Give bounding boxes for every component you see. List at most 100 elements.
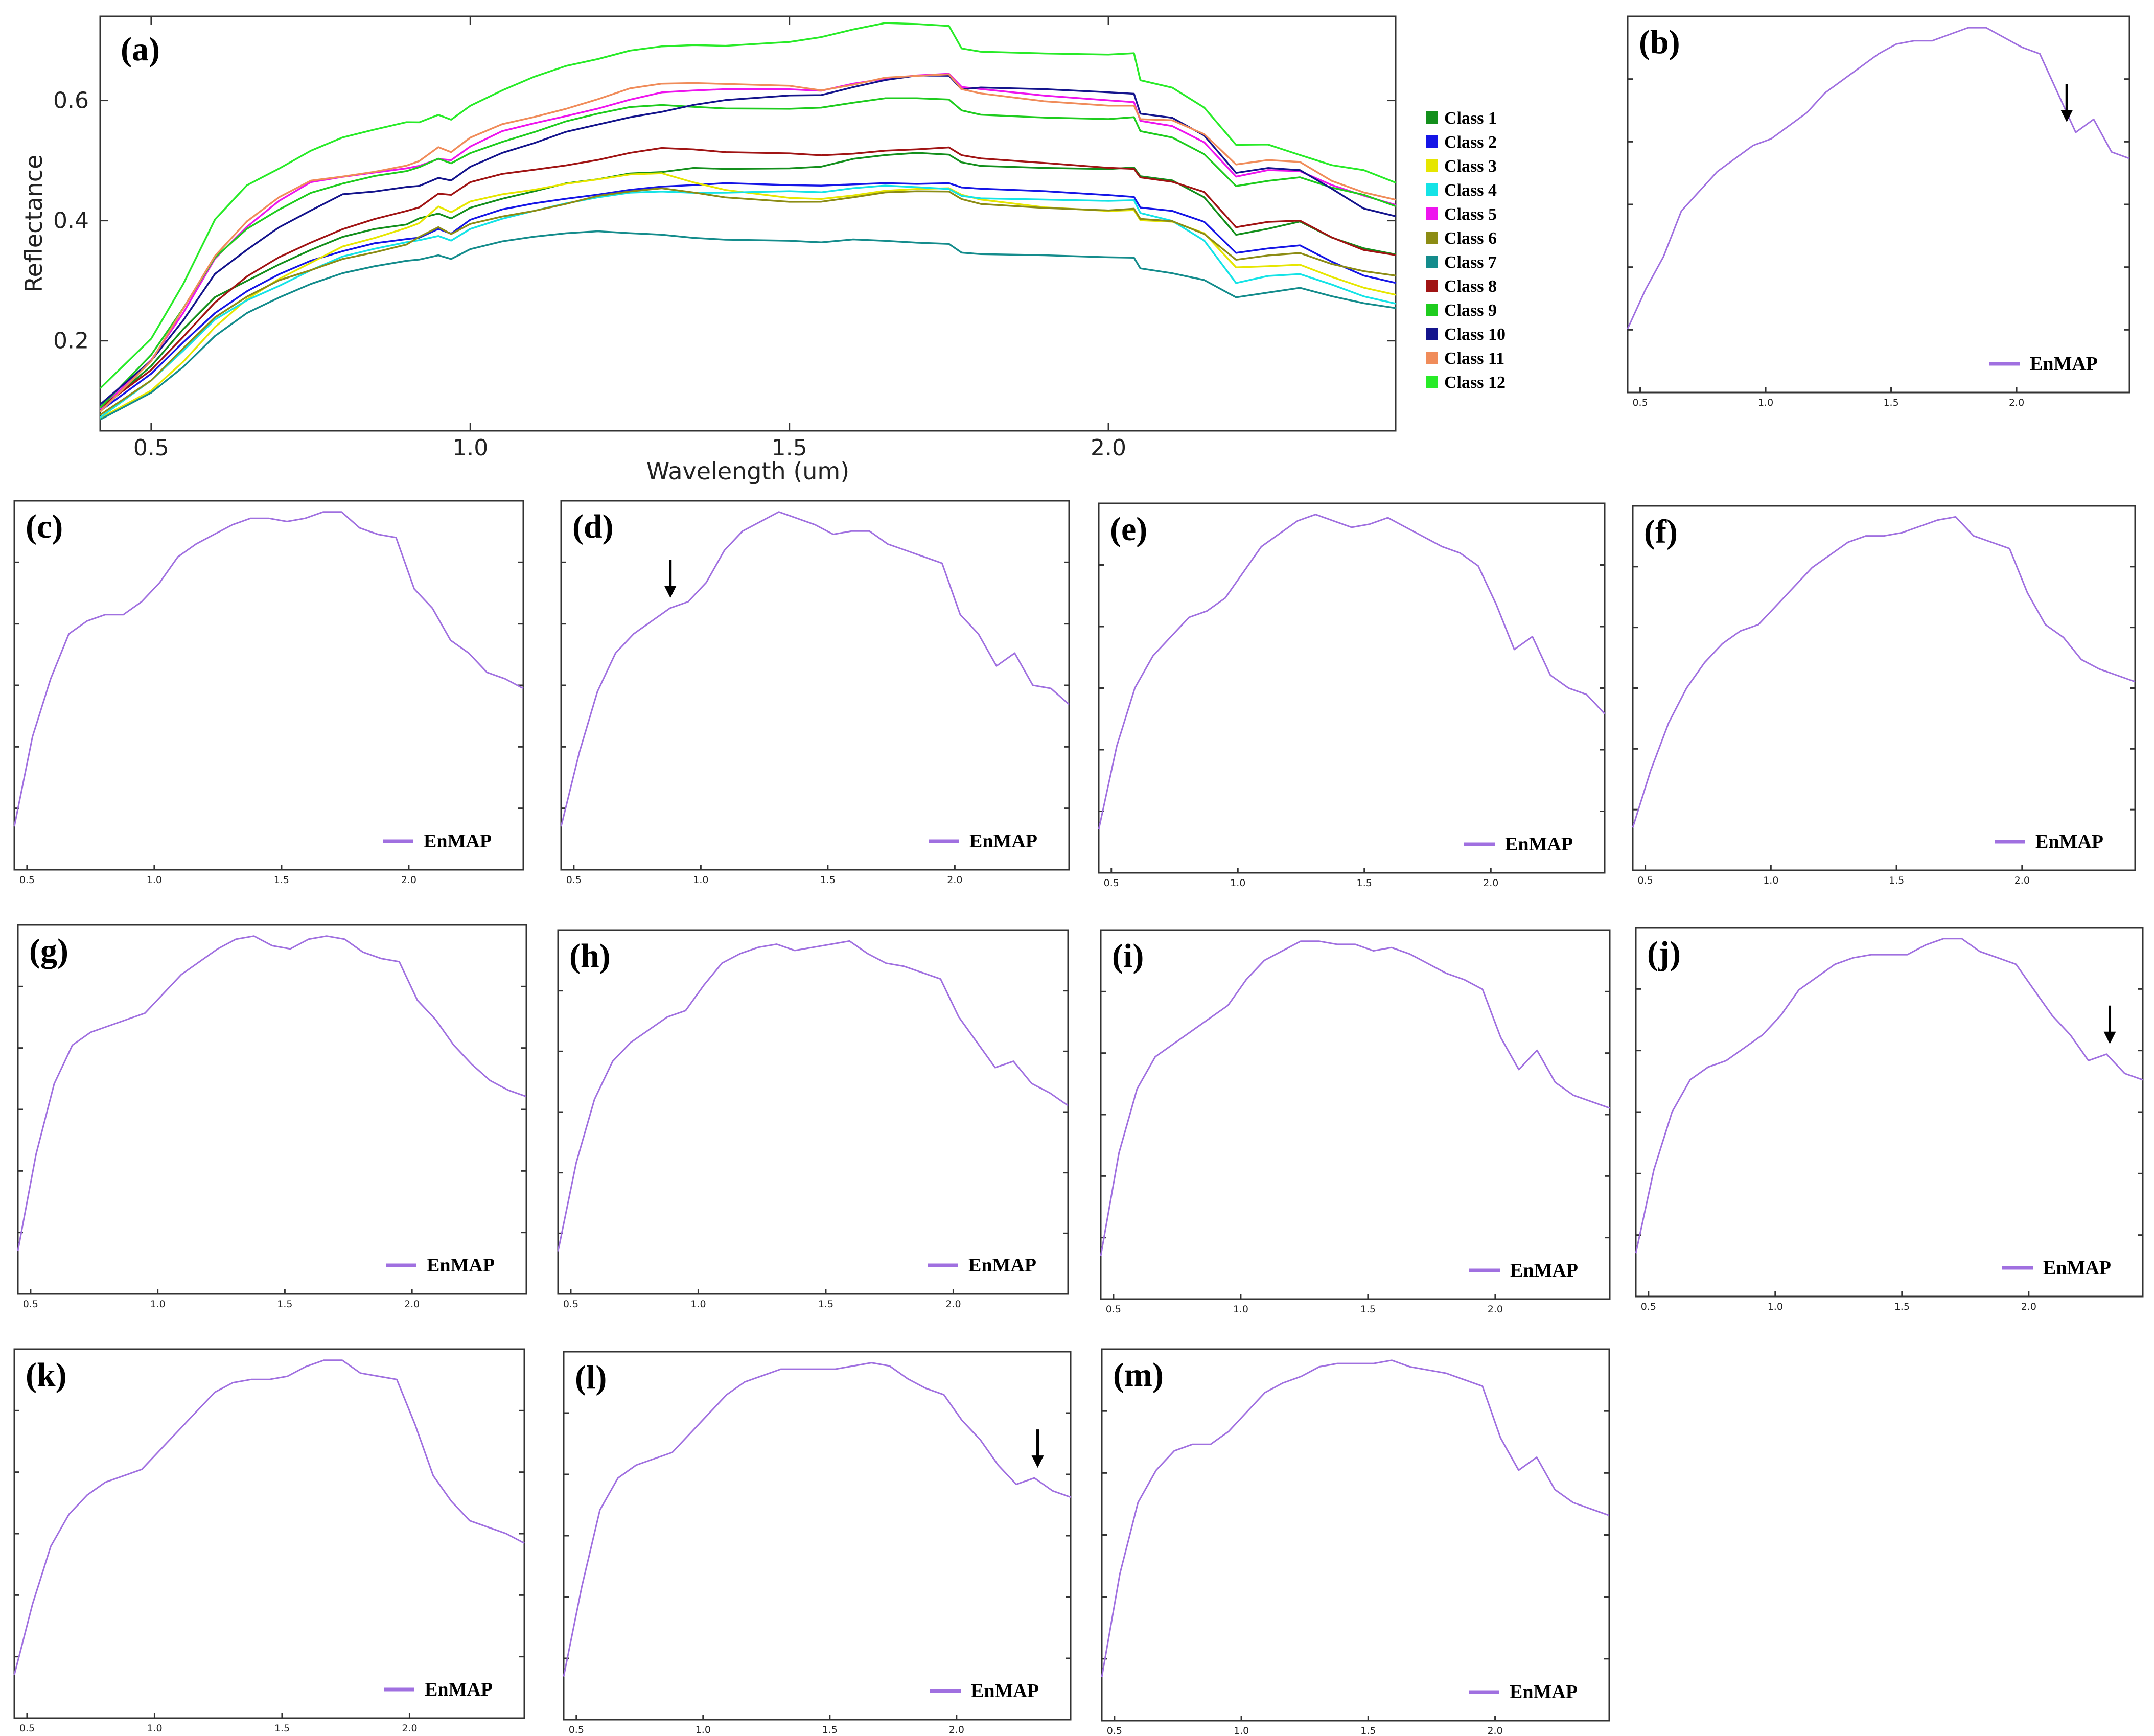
enmap-spectrum-line bbox=[13, 511, 524, 827]
panel-d: 0.5 1.0 1.5 2.0 (d) EnMAP bbox=[560, 500, 1070, 886]
legend-label-enmap: EnMAP bbox=[424, 830, 492, 852]
plot-a-frame bbox=[99, 15, 1397, 432]
x-tick-label: 0.5 bbox=[133, 435, 169, 461]
legend-label-enmap: EnMAP bbox=[1510, 1681, 1578, 1703]
x-tick-label: 1.0 bbox=[452, 435, 488, 461]
plot-h-frame bbox=[557, 929, 1069, 1295]
x-tick-label: 2.0 bbox=[947, 874, 962, 886]
x-tick-label: 1.5 bbox=[822, 1724, 838, 1735]
enmap-spectrum-line bbox=[1627, 27, 2130, 329]
plot-g-frame bbox=[17, 924, 527, 1295]
x-tick-label: 1.0 bbox=[1233, 1304, 1248, 1315]
x-tick-label: 2.0 bbox=[1487, 1725, 1502, 1736]
panel-m: 0.5 1.0 1.5 2.0 (m) EnMAP bbox=[1101, 1348, 1610, 1736]
x-tick-label: 1.0 bbox=[1763, 875, 1778, 886]
x-tick-label: 1.0 bbox=[1768, 1301, 1783, 1312]
legend-label-class-1: Class 1 bbox=[1444, 109, 1497, 128]
x-tick-label: 1.0 bbox=[1230, 877, 1245, 889]
legend-label-enmap: EnMAP bbox=[2043, 1257, 2111, 1279]
x-tick-label: 2.0 bbox=[404, 1299, 420, 1310]
x-tick-label: 1.5 bbox=[1360, 1725, 1376, 1736]
legend-label-class-3: Class 3 bbox=[1444, 157, 1497, 176]
x-tick-label: 1.5 bbox=[1883, 397, 1898, 408]
x-tick-label: 0.5 bbox=[19, 1723, 35, 1734]
x-tick-label: 2.0 bbox=[1091, 435, 1126, 461]
legend-label-class-9: Class 9 bbox=[1444, 301, 1497, 320]
legend-label-class-8: Class 8 bbox=[1444, 277, 1497, 296]
panel-label-k: (k) bbox=[26, 1356, 67, 1394]
enmap-spectrum-line bbox=[557, 940, 1069, 1252]
legend-swatch-class-1 bbox=[1426, 111, 1438, 124]
series-line-class-11 bbox=[99, 73, 1396, 413]
legend-swatch-class-10 bbox=[1426, 328, 1438, 340]
plot-l-frame bbox=[563, 1351, 1072, 1721]
x-tick-label: 1.0 bbox=[1234, 1725, 1249, 1736]
x-tick-label: 2.0 bbox=[402, 1723, 417, 1734]
x-tick-label: 1.0 bbox=[147, 874, 162, 886]
panel-b: 0.5 1.0 1.5 2.0 (b) EnMAP bbox=[1627, 15, 2130, 408]
legend-label-enmap: EnMAP bbox=[427, 1255, 495, 1276]
legend-label-class-10: Class 10 bbox=[1444, 325, 1506, 344]
panel-label-h: (h) bbox=[569, 937, 611, 975]
series-line-class-9 bbox=[99, 97, 1396, 409]
x-tick-label: 2.0 bbox=[2021, 1301, 2036, 1312]
plot-d-frame bbox=[560, 500, 1070, 871]
enmap-spectrum-line bbox=[1100, 940, 1610, 1256]
legend-label-class-4: Class 4 bbox=[1444, 181, 1497, 200]
legend-swatch-class-6 bbox=[1426, 232, 1438, 244]
arrow-head-icon bbox=[2103, 1031, 2116, 1044]
x-tick-label: 2.0 bbox=[401, 874, 416, 886]
x-tick-label: 2.0 bbox=[1488, 1304, 1503, 1315]
legend-swatch-class-12 bbox=[1426, 376, 1438, 388]
panel-label-l: (l) bbox=[575, 1359, 607, 1396]
panel-e: 0.5 1.0 1.5 2.0 (e) EnMAP bbox=[1098, 502, 1606, 889]
legend-label-class-2: Class 2 bbox=[1444, 133, 1497, 152]
plot-m-frame bbox=[1101, 1348, 1610, 1722]
x-tick-label: 0.5 bbox=[569, 1724, 584, 1735]
x-tick-label: 1.0 bbox=[693, 874, 708, 886]
y-tick-label: 0.4 bbox=[53, 208, 89, 234]
legend-label-class-5: Class 5 bbox=[1444, 205, 1497, 224]
enmap-spectrum-line bbox=[560, 511, 1070, 827]
x-tick-label: 1.0 bbox=[150, 1299, 166, 1310]
legend-label-enmap: EnMAP bbox=[969, 830, 1037, 852]
series-line-class-3 bbox=[100, 172, 1396, 419]
x-tick-label: 2.0 bbox=[2014, 875, 2030, 886]
enmap-spectrum-line bbox=[1632, 516, 2136, 828]
x-tick-label: 2.0 bbox=[945, 1299, 961, 1310]
legend-label-enmap: EnMAP bbox=[425, 1679, 493, 1700]
legend-label-enmap: EnMAP bbox=[968, 1255, 1036, 1276]
x-tick-label: 1.5 bbox=[274, 874, 289, 886]
panel-j: 0.5 1.0 1.5 2.0 (j) EnMAP bbox=[1635, 927, 2144, 1312]
plot-k-frame bbox=[13, 1348, 525, 1719]
series-line-class-6 bbox=[100, 187, 1396, 416]
panel-label-f: (f) bbox=[1644, 513, 1678, 550]
legend-label-class-6: Class 6 bbox=[1444, 229, 1497, 248]
panel-h: 0.5 1.0 1.5 2.0 (h) EnMAP bbox=[557, 929, 1069, 1310]
x-tick-label: 1.0 bbox=[696, 1724, 711, 1735]
x-tick-label: 2.0 bbox=[1483, 877, 1498, 889]
enmap-spectrum-line bbox=[563, 1362, 1071, 1677]
panel-label-e: (e) bbox=[1110, 511, 1147, 548]
x-tick-label: 0.5 bbox=[566, 874, 582, 886]
legend-swatch-class-11 bbox=[1426, 352, 1438, 364]
enmap-spectrum-line bbox=[1635, 938, 2143, 1254]
legend-label-class-11: Class 11 bbox=[1444, 349, 1504, 368]
x-tick-label: 2.0 bbox=[2009, 397, 2024, 408]
legend-swatch-class-5 bbox=[1426, 207, 1438, 220]
x-tick-label: 1.5 bbox=[1357, 877, 1372, 889]
legend-label-enmap: EnMAP bbox=[971, 1680, 1039, 1702]
legend-label-enmap: EnMAP bbox=[2030, 353, 2098, 375]
panel-c: 0.5 1.0 1.5 2.0 (c) EnMAP bbox=[13, 500, 524, 886]
panel-label-j: (j) bbox=[1647, 935, 1681, 972]
series-line-class-7 bbox=[100, 230, 1396, 421]
legend-swatch-class-9 bbox=[1426, 304, 1438, 316]
legend-label-enmap: EnMAP bbox=[2035, 831, 2103, 852]
legend-swatch-class-4 bbox=[1426, 183, 1438, 196]
legend-swatch-class-3 bbox=[1426, 159, 1438, 172]
panel-g: 0.5 1.0 1.5 2.0 (g) EnMAP bbox=[17, 924, 527, 1310]
x-tick-label: 1.5 bbox=[818, 1299, 833, 1310]
panel-label-g: (g) bbox=[29, 932, 68, 969]
enmap-spectrum-line bbox=[1098, 514, 1606, 830]
